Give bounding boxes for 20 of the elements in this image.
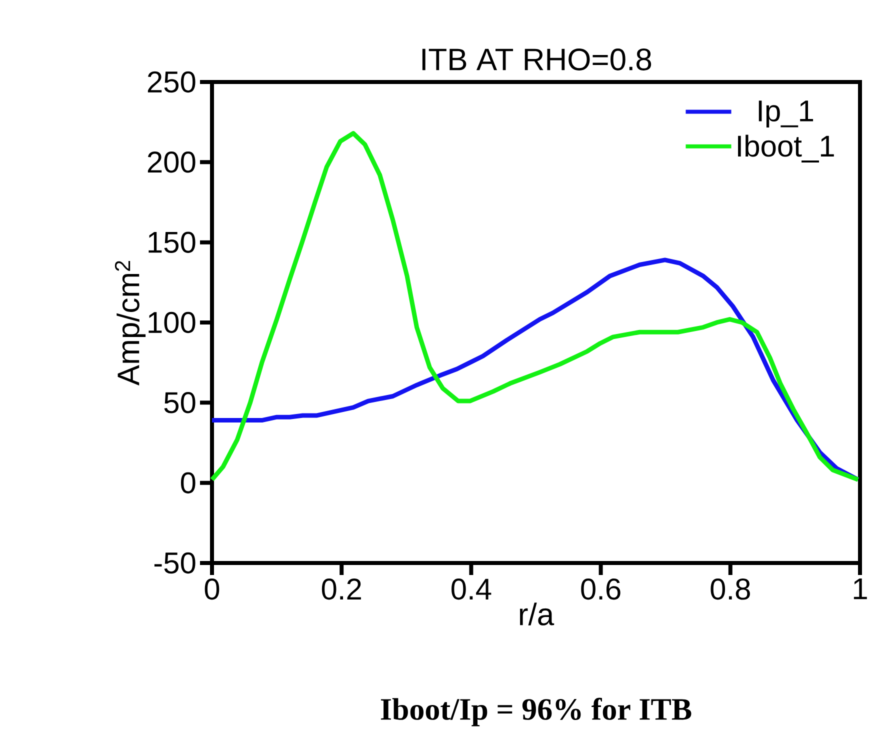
y-tick-label: 150 (148, 232, 196, 253)
x-tick-label: 0.6 (581, 578, 620, 600)
y-tick-label: 250 (148, 71, 196, 93)
x-tick-label: 0.2 (322, 578, 361, 600)
y-tick-label: 50 (164, 392, 196, 414)
x-tick-label: 0.8 (710, 578, 750, 600)
text: Iboot/Ip = 96% for ITB (380, 698, 692, 726)
x-tick-label: 0 (204, 578, 220, 600)
y-tick-label: 200 (148, 152, 196, 173)
y-tick-label: 100 (148, 312, 196, 334)
y-axis-title: Amp/cm$^{2}$ (114, 260, 146, 386)
line-series (210, 131, 860, 482)
x-tick-label: 1 (854, 578, 867, 600)
legend-label: Iboot_1 (738, 134, 834, 162)
x-axis-title: r/a (520, 602, 554, 626)
y-tick-label: 0 (180, 472, 196, 494)
y-tick-label: -50 (154, 552, 196, 574)
legend-label: Ip_1 (758, 100, 814, 128)
chart-title: ITB AT RHO=0.8 (422, 48, 652, 70)
x-tick-label: 0.4 (452, 578, 492, 600)
